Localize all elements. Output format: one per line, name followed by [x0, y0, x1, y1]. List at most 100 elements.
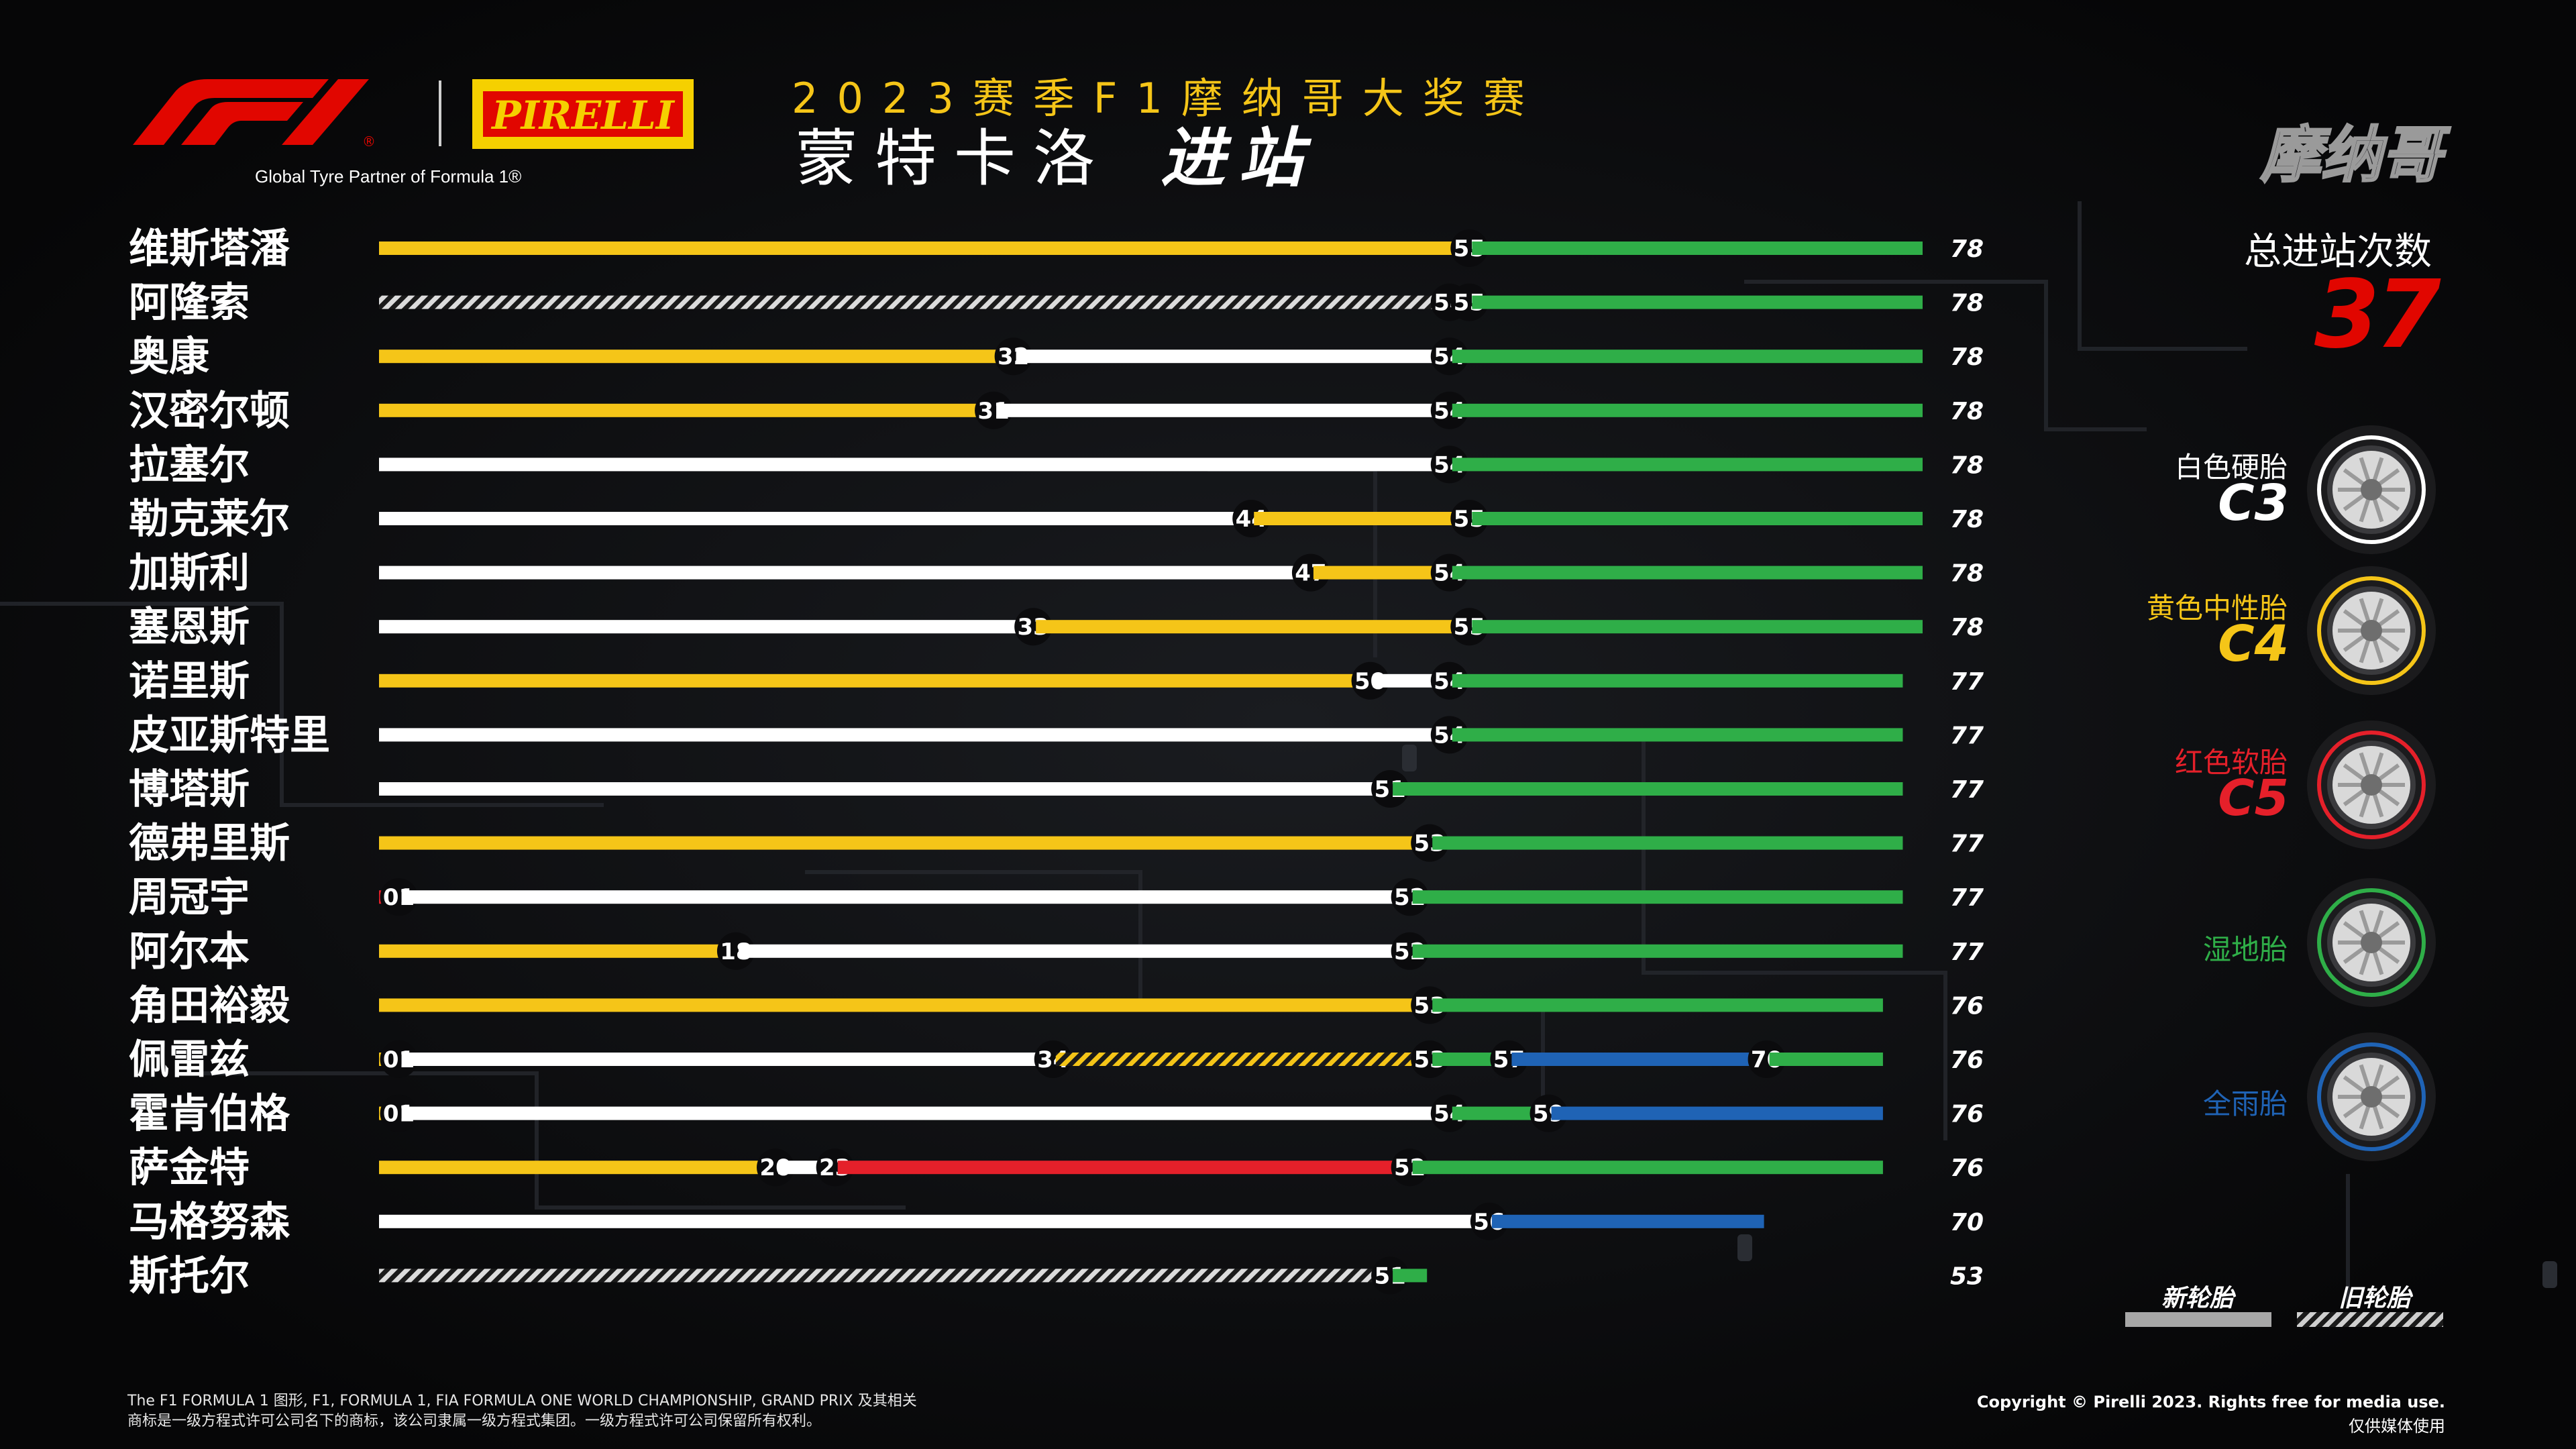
pit-marker — [380, 878, 418, 916]
stint-bar — [401, 1106, 1447, 1120]
gp-watermark: 摩纳哥 — [2260, 119, 2443, 192]
pit-marker — [1430, 445, 1468, 484]
driver-name: 皮亚斯特里 — [129, 712, 330, 759]
total-laps-label: 78 — [1950, 506, 1984, 533]
driver-name: 奥康 — [129, 333, 209, 380]
legend-new-label: 新轮胎 — [2161, 1285, 2235, 1312]
legend-used-swatch — [2297, 1312, 2443, 1327]
stint-bar — [1452, 566, 1923, 580]
legend-used-label: 旧轮胎 — [2339, 1285, 2412, 1312]
pit-marker — [1391, 1148, 1429, 1187]
total-laps-label: 53 — [1950, 1263, 1984, 1290]
medium-tyre-icon — [2307, 566, 2436, 695]
stint-bar — [401, 890, 1407, 904]
pirelli-logo-text: PIRELLI — [490, 93, 676, 138]
stint-bar — [379, 350, 1011, 364]
stint-bar — [1472, 241, 1923, 255]
pit-marker — [1411, 986, 1449, 1024]
stint-bar — [1254, 512, 1467, 525]
stint-bar — [379, 295, 1447, 309]
pit-marker — [1430, 391, 1468, 429]
stint-bar — [1551, 1106, 1883, 1120]
pit-marker — [1430, 337, 1468, 376]
pit-marker — [975, 391, 1013, 429]
legend-compound-code: C5 — [2218, 769, 2289, 827]
total-laps-label: 78 — [1950, 398, 1984, 425]
hard-tyre-icon — [2307, 425, 2436, 554]
logo-divider — [439, 80, 441, 146]
stint-bar — [379, 620, 1031, 634]
total-laps-label: 78 — [1950, 290, 1984, 317]
stint-bar — [1412, 890, 1903, 904]
soft-tyre-icon — [2307, 720, 2436, 849]
driver-name: 博塔斯 — [129, 766, 250, 813]
stint-bar — [1491, 1214, 1764, 1228]
pit-marker — [1014, 608, 1053, 646]
pit-marker — [1430, 661, 1468, 700]
stint-bar — [1393, 1269, 1428, 1283]
footer-legal-line1: The F1 FORMULA 1 图形, F1, FORMULA 1, FIA … — [127, 1393, 917, 1409]
total-laps-label: 78 — [1950, 235, 1984, 263]
stint-bar — [379, 458, 1447, 472]
driver-name: 汉密尔顿 — [129, 388, 290, 435]
total-laps-label: 77 — [1950, 668, 1984, 696]
pirelli-logo: PIRELLI — [472, 79, 694, 149]
total-laps-label: 77 — [1950, 938, 1984, 966]
legend-compound-name: 黄色中性胎 — [2146, 592, 2288, 625]
pit-marker — [380, 1040, 418, 1078]
legend-compound-name: 湿地胎 — [2202, 933, 2288, 966]
stint-bar — [1452, 458, 1923, 472]
stint-bar — [1472, 512, 1923, 525]
wet-tyre-icon — [2307, 1032, 2436, 1161]
title-pitstops: 进站 — [1161, 121, 1316, 196]
footer-copyright: Copyright © Pirelli 2023. Rights free fo… — [1976, 1393, 2445, 1411]
stint-bar — [1511, 1053, 1764, 1066]
footer-legal: The F1 FORMULA 1 图形, F1, FORMULA 1, FIA … — [127, 1391, 1134, 1432]
pit-marker — [1529, 1094, 1568, 1132]
stint-bar — [401, 1053, 1051, 1066]
pit-marker — [994, 337, 1032, 376]
stint-bar — [1432, 1053, 1507, 1066]
stint-bar — [379, 403, 991, 417]
stint-bar — [379, 836, 1428, 850]
total-laps-label: 77 — [1950, 776, 1984, 804]
pit-marker — [1450, 608, 1489, 646]
svg-text:®: ® — [362, 133, 376, 150]
total-laps-label: 78 — [1950, 560, 1984, 588]
pit-marker — [1450, 229, 1489, 267]
stint-bar — [1313, 566, 1447, 580]
driver-name: 萨金特 — [129, 1144, 250, 1191]
pit-marker — [1450, 500, 1489, 537]
stint-bar — [379, 241, 1467, 255]
tagline: Global Tyre Partner of Formula 1® — [255, 166, 522, 186]
total-laps-label: 78 — [1950, 451, 1984, 479]
stint-bar — [1036, 620, 1467, 634]
total-laps-label: 70 — [1950, 1209, 1984, 1236]
f1-logo: ® — [133, 79, 376, 150]
stint-bar — [1016, 350, 1447, 364]
pit-marker — [380, 1094, 418, 1132]
stint-bar — [1432, 836, 1903, 850]
driver-name: 诺里斯 — [129, 658, 250, 705]
stint-bar — [1472, 620, 1923, 634]
pit-marker — [1351, 661, 1389, 700]
stint-bar — [996, 403, 1447, 417]
pit-marker — [1430, 1094, 1468, 1132]
title-season: 2023赛季F1摩纳哥大奖赛 — [792, 74, 1544, 123]
total-laps-label: 76 — [1950, 992, 1984, 1020]
pit-marker — [1411, 824, 1449, 862]
pit-marker — [816, 1148, 854, 1187]
stint-bar — [1472, 295, 1923, 309]
driver-name: 周冠宇 — [129, 874, 250, 921]
stint-bar — [1452, 728, 1903, 742]
stint-bar — [1055, 1053, 1428, 1066]
stint-bar — [379, 944, 733, 958]
driver-name: 拉塞尔 — [129, 441, 250, 488]
stint-bar — [379, 674, 1368, 688]
pit-marker — [1034, 1040, 1072, 1078]
pit-marker — [1411, 1040, 1449, 1078]
total-laps-label: 77 — [1950, 722, 1984, 749]
total-laps-label: 77 — [1950, 830, 1984, 858]
driver-name: 塞恩斯 — [129, 604, 250, 651]
driver-name: 勒克莱尔 — [129, 496, 290, 543]
